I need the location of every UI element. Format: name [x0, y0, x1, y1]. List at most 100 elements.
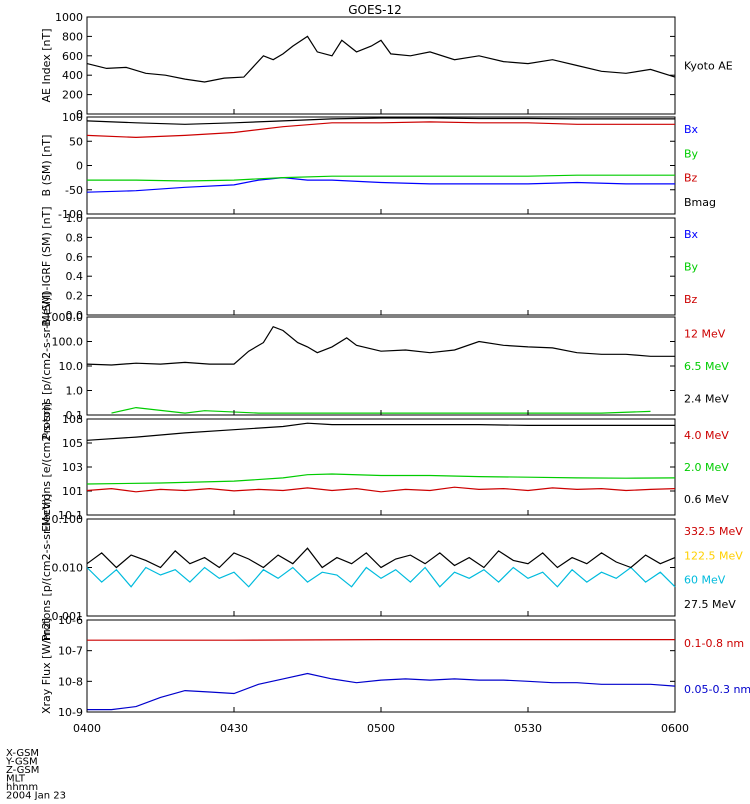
coordinate-label: MLT	[6, 774, 26, 785]
y-axis-label: B (SM) [nT]	[40, 135, 53, 197]
time-tick-label: 0430	[220, 722, 248, 735]
panel-3: 0.0 0.2 0.4 0.6 0.8 1.0 B (SM)-IGRF (SM) [nT] B…	[40, 206, 699, 326]
legend-entry: Bz	[684, 293, 698, 306]
y-tick-label: 0.100	[52, 513, 84, 526]
y-tick-label: 800	[62, 30, 83, 43]
series-line-4	[86, 547, 676, 569]
y-tick-label: 50	[69, 135, 83, 148]
y-tick-label: 0.001	[52, 610, 84, 623]
legend-entry: Bx	[684, 123, 699, 136]
time-tick-label: 0400	[73, 722, 101, 735]
time-axis: 0400 0430 0500 0530 0600	[73, 722, 689, 735]
coordinate-label: hhmm	[6, 782, 38, 793]
y-tick-label: 0.4	[66, 270, 84, 283]
panel-7: 10-9 10-8 10-7 10-6 Xray Flux [W/m2] 0.1-0.8 …	[40, 614, 750, 719]
panel-frame	[86, 316, 676, 416]
time-tick-label: 0530	[514, 722, 542, 735]
series-line-2	[87, 174, 675, 182]
series-line-4	[86, 117, 675, 125]
y-tick-label: 10-1	[58, 509, 83, 522]
y-tick-label: 600	[62, 50, 83, 63]
chart-title: GOES-12	[348, 3, 402, 17]
legend-entry: 0.05-0.3 nm	[684, 683, 750, 696]
y-tick-label: 10-6	[58, 614, 83, 627]
series-line-2	[111, 406, 651, 414]
legend-entry: Bz	[684, 172, 698, 185]
panel-frame	[86, 116, 676, 215]
y-tick-label: 10.0	[59, 360, 84, 373]
series-line-3	[86, 325, 675, 366]
series-line-2	[86, 473, 676, 485]
panel-frame	[86, 217, 676, 316]
y-tick-label: 1000.0	[45, 311, 84, 324]
series-line-3	[86, 422, 675, 441]
legend-entry: 2.4 MeV	[684, 393, 729, 406]
legend-entry: 4.0 MeV	[684, 429, 729, 442]
legend-entry: 122.5 MeV	[684, 549, 743, 562]
y-tick-label: 0	[76, 108, 83, 121]
y-tick-label: 105	[62, 437, 83, 450]
legend-entry: 60 MeV	[684, 574, 726, 587]
panel-5: 10-1 101 103 105 108 Electrons [e/(cm2-s-sr)]…	[40, 402, 729, 532]
legend-entry: 6.5 MeV	[684, 360, 729, 373]
y-tick-label: -50	[65, 184, 83, 197]
y-tick-label: 10-9	[58, 706, 83, 719]
y-tick-label: 0.6	[66, 251, 84, 264]
y-tick-label: 100.0	[52, 336, 84, 349]
y-tick-label: 108	[62, 413, 83, 426]
legend-entry: Bx	[684, 228, 699, 241]
y-tick-label: 0.010	[52, 562, 84, 575]
y-tick-label: 0.1	[66, 409, 84, 422]
panel-frame	[86, 16, 676, 115]
y-tick-label: 1.0	[66, 385, 84, 398]
legend-entry: Bmag	[684, 196, 716, 209]
coordinate-label: 2004 Jan 23	[6, 791, 66, 801]
y-tick-label: 1.0	[66, 212, 84, 225]
legend-entry: Kyoto AE	[684, 60, 733, 73]
y-tick-label: 10-8	[58, 675, 83, 688]
y-tick-label: 101	[62, 485, 83, 498]
y-tick-label: 400	[62, 69, 83, 82]
time-tick-label: 0600	[661, 722, 689, 735]
y-tick-label: -100	[58, 208, 83, 221]
series-line-2	[87, 672, 676, 711]
legend-entry: 2.0 MeV	[684, 461, 729, 474]
time-tick-label: 0500	[367, 722, 395, 735]
series-line-1	[87, 638, 675, 641]
y-tick-label: 103	[62, 461, 83, 474]
panel-2: -100 -50 0 50 100 B (SM) [nT] Bx By Bz Bmag	[40, 111, 716, 221]
y-axis-label: AE Index [nT]	[40, 28, 53, 102]
legend-entry: 332.5 MeV	[684, 525, 743, 538]
y-axis-label: B (SM)-IGRF (SM) [nT]	[40, 206, 53, 326]
legend-entry: By	[684, 147, 699, 160]
series-line-1	[86, 486, 676, 493]
legend-entry: 0.6 MeV	[684, 493, 729, 506]
y-tick-label: 10-7	[58, 645, 83, 658]
y-axis-label: Electrons [e/(cm2-s-sr)]	[40, 402, 53, 532]
series-line-3	[86, 121, 675, 139]
y-tick-label: 0.0	[66, 309, 84, 322]
coordinate-label: Y-GSM	[5, 757, 38, 768]
series-line-1	[86, 35, 676, 83]
series-line-3	[86, 566, 676, 588]
y-tick-label: 0.8	[66, 231, 84, 244]
y-axis-label: Protons [p/(cm2-s-sr-MeV)]	[40, 292, 53, 439]
y-axis-label: Xray Flux [W/m2]	[40, 618, 53, 714]
series-line-1	[86, 176, 675, 193]
legend-entry: By	[684, 261, 699, 274]
panel-frame	[86, 619, 676, 713]
coordinate-label: X-GSM	[6, 748, 39, 759]
y-tick-label: 100	[62, 111, 83, 124]
y-tick-label: 0.2	[66, 290, 84, 303]
legend-entry: 27.5 MeV	[684, 598, 736, 611]
legend-entry: 0.1-0.8 nm	[684, 637, 744, 650]
y-tick-label: 0	[76, 160, 83, 173]
y-tick-label: 200	[62, 89, 83, 102]
